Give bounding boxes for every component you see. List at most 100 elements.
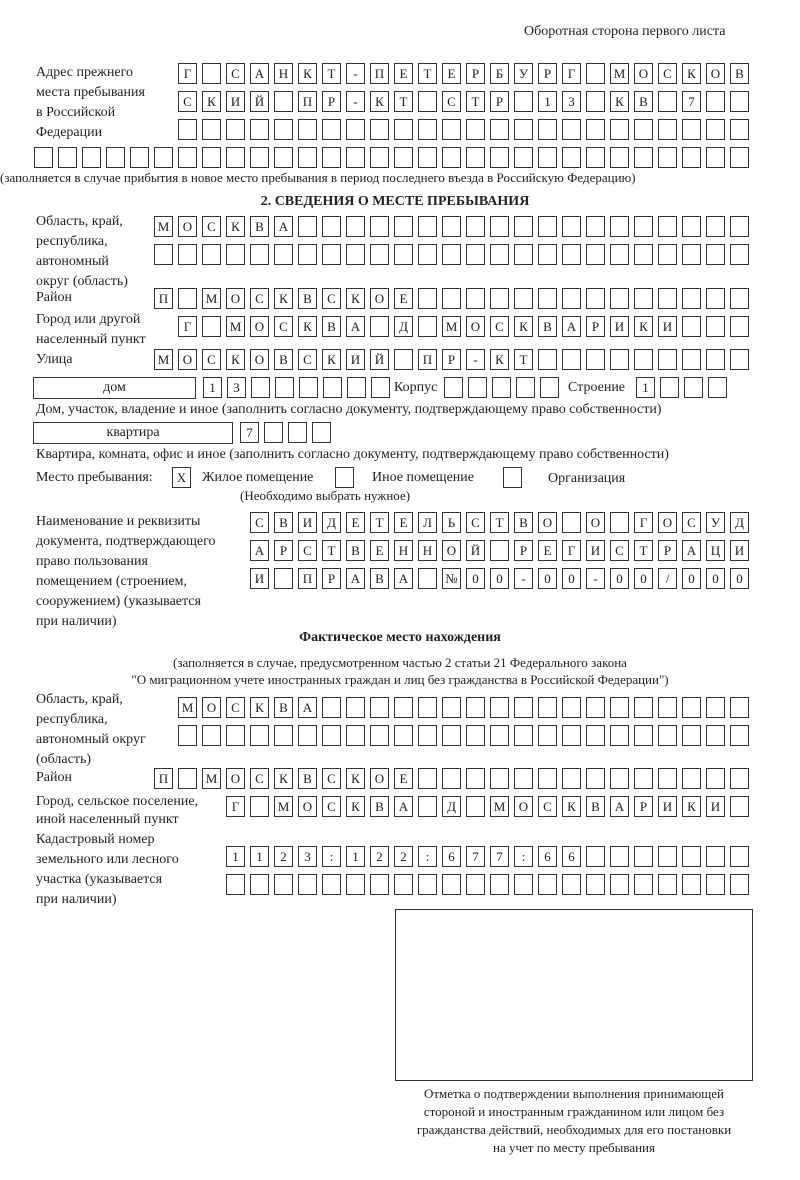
char-cell[interactable]: 1 [250, 846, 269, 867]
char-cell[interactable]: 0 [490, 568, 509, 589]
char-cell[interactable] [202, 244, 221, 265]
char-cell[interactable] [442, 725, 461, 746]
char-cell[interactable] [442, 768, 461, 789]
char-cell[interactable]: К [682, 796, 701, 817]
char-cell[interactable] [346, 697, 365, 718]
char-cell[interactable] [634, 216, 653, 237]
char-cell[interactable] [586, 91, 605, 112]
char-cell[interactable] [466, 697, 485, 718]
char-cell[interactable]: К [274, 768, 293, 789]
char-cell[interactable] [706, 846, 725, 867]
char-cell[interactable] [202, 725, 221, 746]
char-cell[interactable] [298, 725, 317, 746]
char-cell[interactable] [298, 119, 317, 140]
char-cell[interactable] [202, 119, 221, 140]
char-cell[interactable] [202, 316, 221, 337]
char-cell[interactable] [610, 512, 629, 533]
apartment-type-field[interactable]: квартира [33, 422, 233, 444]
char-cell[interactable]: В [634, 91, 653, 112]
char-cell[interactable] [370, 147, 389, 168]
char-cell[interactable] [730, 91, 749, 112]
char-cell[interactable] [586, 216, 605, 237]
char-cell[interactable]: С [298, 540, 317, 561]
house-type-field[interactable]: дом [33, 377, 196, 399]
char-cell[interactable] [562, 725, 581, 746]
char-cell[interactable] [226, 244, 245, 265]
char-cell[interactable] [322, 697, 341, 718]
char-cell[interactable]: 1 [203, 377, 222, 398]
char-cell[interactable] [418, 91, 437, 112]
char-cell[interactable]: И [610, 316, 629, 337]
char-cell[interactable] [418, 725, 437, 746]
char-cell[interactable] [226, 147, 245, 168]
char-cell[interactable] [586, 768, 605, 789]
char-cell[interactable]: У [514, 63, 533, 84]
char-cell[interactable] [490, 147, 509, 168]
char-cell[interactable]: Ц [706, 540, 725, 561]
char-cell[interactable]: Р [322, 91, 341, 112]
char-cell[interactable]: К [346, 768, 365, 789]
char-cell[interactable] [178, 725, 197, 746]
char-cell[interactable] [730, 119, 749, 140]
char-cell[interactable]: С [250, 768, 269, 789]
char-cell[interactable]: О [442, 540, 461, 561]
char-cell[interactable]: О [178, 349, 197, 370]
char-cell[interactable] [586, 874, 605, 895]
char-cell[interactable] [418, 697, 437, 718]
char-cell[interactable]: А [610, 796, 629, 817]
char-cell[interactable]: Р [274, 540, 293, 561]
char-cell[interactable]: 7 [240, 422, 259, 443]
char-cell[interactable] [586, 349, 605, 370]
char-cell[interactable] [298, 216, 317, 237]
char-cell[interactable]: Н [274, 63, 293, 84]
char-cell[interactable] [706, 91, 725, 112]
char-cell[interactable]: Р [586, 316, 605, 337]
char-cell[interactable] [468, 377, 487, 398]
char-cell[interactable] [538, 874, 557, 895]
char-cell[interactable] [514, 244, 533, 265]
char-cell[interactable]: К [226, 349, 245, 370]
char-cell[interactable]: 1 [346, 846, 365, 867]
char-cell[interactable] [370, 316, 389, 337]
char-cell[interactable]: Е [394, 63, 413, 84]
char-cell[interactable]: А [682, 540, 701, 561]
char-cell[interactable]: К [298, 63, 317, 84]
char-cell[interactable] [106, 147, 125, 168]
char-cell[interactable] [538, 216, 557, 237]
char-cell[interactable]: С [202, 216, 221, 237]
char-cell[interactable]: О [658, 512, 677, 533]
char-cell[interactable] [130, 147, 149, 168]
char-cell[interactable] [610, 874, 629, 895]
char-cell[interactable]: Д [394, 316, 413, 337]
char-cell[interactable] [610, 288, 629, 309]
char-cell[interactable] [730, 846, 749, 867]
char-cell[interactable] [562, 874, 581, 895]
char-cell[interactable] [490, 119, 509, 140]
char-cell[interactable] [708, 377, 727, 398]
char-cell[interactable] [178, 119, 197, 140]
char-cell[interactable]: 3 [298, 846, 317, 867]
char-cell[interactable]: 3 [227, 377, 246, 398]
char-cell[interactable]: К [250, 697, 269, 718]
char-cell[interactable] [394, 119, 413, 140]
char-cell[interactable] [202, 147, 221, 168]
char-cell[interactable] [706, 768, 725, 789]
char-cell[interactable] [634, 846, 653, 867]
char-cell[interactable] [490, 697, 509, 718]
char-cell[interactable]: П [298, 568, 317, 589]
char-cell[interactable] [250, 147, 269, 168]
char-cell[interactable]: О [706, 63, 725, 84]
char-cell[interactable] [730, 796, 749, 817]
char-cell[interactable] [466, 147, 485, 168]
char-cell[interactable] [442, 697, 461, 718]
char-cell[interactable]: К [634, 316, 653, 337]
char-cell[interactable]: М [610, 63, 629, 84]
char-cell[interactable] [322, 874, 341, 895]
char-cell[interactable] [706, 216, 725, 237]
char-cell[interactable]: К [682, 63, 701, 84]
char-cell[interactable] [514, 119, 533, 140]
char-cell[interactable] [34, 147, 53, 168]
char-cell[interactable] [658, 147, 677, 168]
char-cell[interactable]: К [514, 316, 533, 337]
char-cell[interactable] [562, 119, 581, 140]
